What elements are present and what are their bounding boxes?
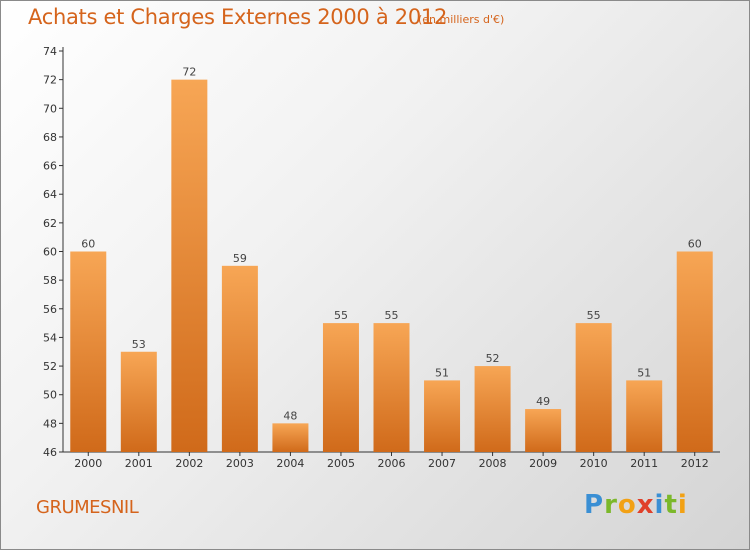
y-tick-label: 68 <box>43 131 57 144</box>
x-tick-label: 2000 <box>74 457 102 470</box>
data-label: 55 <box>587 309 601 322</box>
bar-2012 <box>676 251 713 452</box>
bar-2003 <box>221 265 258 452</box>
logo-letter: o <box>617 490 637 520</box>
x-tick-label: 2008 <box>479 457 507 470</box>
bar-2010 <box>575 323 612 452</box>
logo-letter: P <box>584 490 605 520</box>
x-tick-label: 2002 <box>175 457 203 470</box>
bar-2005 <box>322 323 359 452</box>
x-tick-label: 2005 <box>327 457 355 470</box>
y-tick-label: 64 <box>43 188 57 201</box>
logo-letter: i <box>677 490 688 520</box>
data-label: 48 <box>283 409 297 422</box>
y-tick-label: 72 <box>43 74 57 87</box>
y-tick-label: 52 <box>43 360 57 373</box>
bar-2007 <box>424 380 461 452</box>
data-label: 51 <box>435 366 449 379</box>
bar-2009 <box>525 409 562 452</box>
y-tick-label: 66 <box>43 160 57 173</box>
x-tick-label: 2006 <box>378 457 406 470</box>
data-label: 52 <box>486 352 500 365</box>
data-label: 72 <box>182 66 196 79</box>
bar-2011 <box>626 380 663 452</box>
logo-letter: t <box>664 490 678 520</box>
data-label: 60 <box>688 238 702 251</box>
chart-title: Achats et Charges Externes 2000 à 2012 <box>28 5 448 29</box>
data-label: 60 <box>81 238 95 251</box>
y-tick-label: 70 <box>43 102 57 115</box>
logo-letter: r <box>604 490 618 520</box>
bar-2006 <box>373 323 410 452</box>
data-label: 51 <box>637 366 651 379</box>
bar-2000 <box>70 251 107 452</box>
logo-letter: x <box>636 490 655 520</box>
y-tick-label: 60 <box>43 246 57 259</box>
x-tick-label: 2003 <box>226 457 254 470</box>
y-tick-label: 74 <box>43 45 57 58</box>
x-tick-label: 2007 <box>428 457 456 470</box>
y-tick-label: 54 <box>43 331 57 344</box>
data-label: 53 <box>132 338 146 351</box>
bar-2001 <box>120 351 157 452</box>
y-tick-label: 50 <box>43 389 57 402</box>
x-tick-label: 2010 <box>580 457 608 470</box>
chart-unit: (en milliers d'€) <box>418 13 505 26</box>
y-tick-label: 46 <box>43 446 57 459</box>
y-tick-label: 48 <box>43 417 57 430</box>
bar-2008 <box>474 366 511 452</box>
logo-letter: i <box>654 490 665 520</box>
y-tick-label: 58 <box>43 274 57 287</box>
data-label: 55 <box>334 309 348 322</box>
bar-2004 <box>272 423 309 452</box>
y-tick-label: 56 <box>43 303 57 316</box>
data-label: 49 <box>536 395 550 408</box>
x-tick-label: 2011 <box>630 457 658 470</box>
x-tick-label: 2001 <box>125 457 153 470</box>
x-tick-label: 2009 <box>529 457 557 470</box>
x-tick-label: 2004 <box>276 457 304 470</box>
x-tick-label: 2012 <box>681 457 709 470</box>
bar-2002 <box>171 79 208 453</box>
y-tick-label: 62 <box>43 217 57 230</box>
data-label: 59 <box>233 252 247 265</box>
commune-name: GRUMESNIL <box>36 497 139 518</box>
proxiti-logo: Proxiti <box>584 490 688 520</box>
data-label: 55 <box>385 309 399 322</box>
